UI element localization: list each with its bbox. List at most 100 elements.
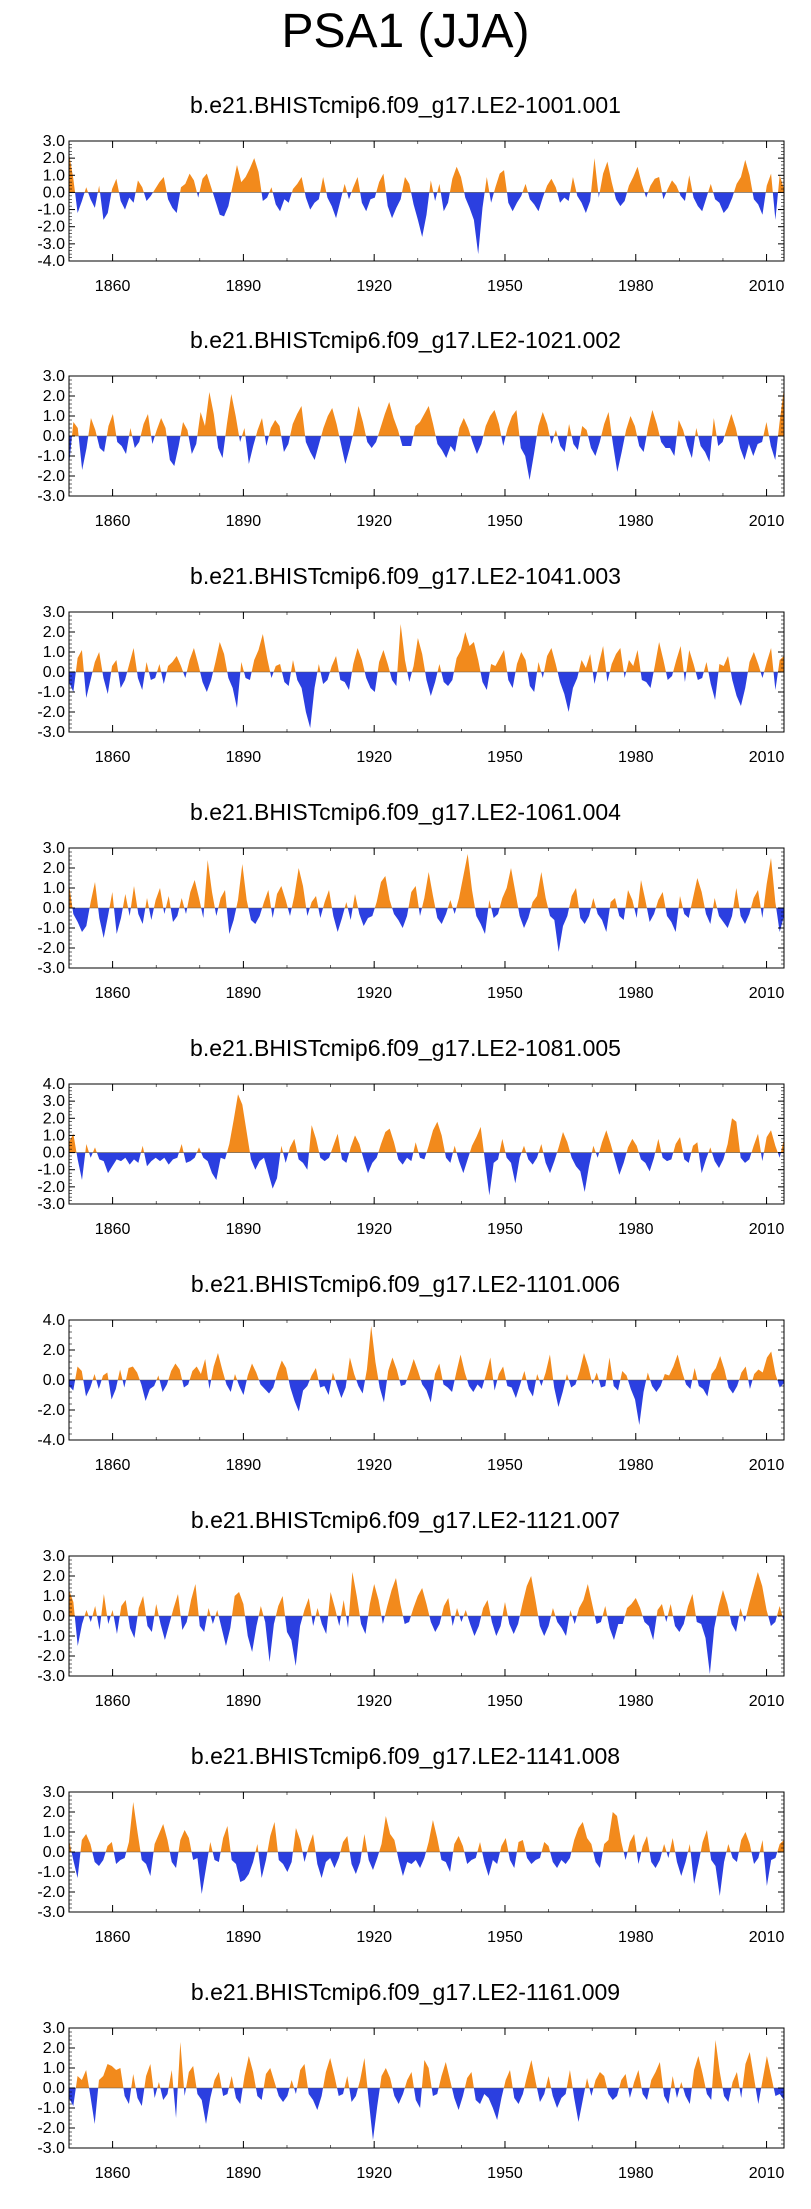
positive-area [69,388,784,436]
panel-4: b.e21.BHISTcmip6.f09_g17.LE2-1061.004 3.… [0,799,811,1029]
y-tick-label: -1.0 [37,2100,65,2117]
x-tick-label: 1860 [95,1221,131,1238]
y-tick-label: 2.0 [43,1568,65,1585]
panel-title: b.e21.BHISTcmip6.f09_g17.LE2-1001.001 [190,92,621,118]
positive-area [69,1572,784,1616]
x-tick-label: 1920 [356,1693,392,1710]
plot-frame [68,1083,785,1205]
timeseries-plot: 3.0 2.0 1.0 0.0 -1.0 -2.0 -3.0 1860 1890 1920 1950… [37,2020,785,2182]
y-tick-label: 1.0 [43,408,65,425]
negative-area [69,908,784,952]
y-tick-label: 2.0 [43,860,65,877]
y-tick-label: -2.0 [37,1179,65,1196]
panel-title: b.e21.BHISTcmip6.f09_g17.LE2-1081.005 [190,1035,621,1061]
y-tick-label: 1.0 [43,644,65,661]
x-tick-label: 1980 [618,749,654,766]
y-tick-label: 2.0 [43,1110,65,1127]
panel-title: b.e21.BHISTcmip6.f09_g17.LE2-1161.009 [190,1979,621,2005]
panel-1: b.e21.BHISTcmip6.f09_g17.LE2-1001.001 3.… [0,92,811,322]
y-tick-label: -1.0 [37,1628,65,1645]
y-tick-label: -3.0 [37,488,65,505]
y-tick-label: -2.0 [37,219,65,236]
x-tick-label: 1920 [356,749,392,766]
y-tick-label: -1.0 [37,1864,65,1881]
x-tick-label: 2010 [749,1221,785,1238]
y-tick-label: 0.0 [43,2080,65,2097]
positive-area [69,153,784,193]
timeseries-plot: 3.0 2.0 1.0 0.0 -1.0 -2.0 -3.0 1860 1890 1920 1950… [37,840,785,1002]
x-tick-label: 1890 [226,985,262,1002]
y-tick-label: -3.0 [37,236,65,253]
y-tick-label: 1.0 [43,880,65,897]
x-tick-label: 1980 [618,1221,654,1238]
x-tick-label: 1950 [487,985,523,1002]
x-tick-label: 1980 [618,985,654,1002]
x-tick-label: 1980 [618,513,654,530]
x-tick-label: 2010 [749,1693,785,1710]
negative-area [69,1616,784,1674]
y-tick-label: 1.0 [43,167,65,184]
panel-title: b.e21.BHISTcmip6.f09_g17.LE2-1121.007 [190,1507,621,1533]
y-tick-label: 1.0 [43,1127,65,1144]
y-tick-label: 2.0 [43,150,65,167]
y-tick-label: 0.0 [43,428,65,445]
panel-8: b.e21.BHISTcmip6.f09_g17.LE2-1141.008 3.… [0,1743,811,1973]
x-tick-label: 1920 [356,1221,392,1238]
timeseries-plot: 4.0 2.0 0.0 -2.0 -4.0 1860 1890 1920 1950 1980 201… [37,1312,785,1474]
x-tick-label: 1920 [356,1457,392,1474]
x-tick-label: 2010 [749,513,785,530]
x-tick-label: 1980 [618,1457,654,1474]
panel-title: b.e21.BHISTcmip6.f09_g17.LE2-1141.008 [190,1743,621,1769]
timeseries-plot: 3.0 2.0 1.0 0.0 -1.0 -2.0 -3.0 1860 1890 1920 1950… [37,368,785,530]
x-tick-label: 1860 [95,2165,131,2182]
y-tick-label: 0.0 [43,184,65,201]
y-tick-label: -3.0 [37,724,65,741]
y-tick-label: -1.0 [37,202,65,219]
x-tick-label: 1950 [487,1693,523,1710]
y-tick-label: 4.0 [43,1076,65,1093]
y-tick-label: -3.0 [37,2140,65,2157]
x-tick-label: 1890 [226,1221,262,1238]
timeseries-plot: 4.03.02.01.00.0-1.0-2.0-3.0 1860 1890 1920 1… [37,1076,785,1238]
x-tick-label: 1980 [618,278,654,295]
x-tick-label: 2010 [749,985,785,1002]
y-tick-label: 1.0 [43,1588,65,1605]
y-tick-label: 3.0 [43,604,65,621]
x-tick-label: 2010 [749,749,785,766]
x-tick-label: 1890 [226,1929,262,1946]
panel-5: b.e21.BHISTcmip6.f09_g17.LE2-1081.005 4.… [0,1035,811,1265]
y-tick-label: 0.0 [43,1608,65,1625]
negative-area [69,672,784,728]
timeseries-plot: 3.0 2.0 1.0 0.0 -1.0 -2.0 -3.0 1860 1890 1920 1950… [37,604,785,766]
y-tick-label: 3.0 [43,2020,65,2037]
y-tick-label: 0.0 [43,1145,65,1162]
x-tick-label: 1860 [95,985,131,1002]
y-tick-label: 3.0 [43,840,65,857]
y-tick-label: -1.0 [37,920,65,937]
timeseries-plot: 3.0 2.0 1.0 0.0 -1.0 -2.0 -3.0 1860 1890 1920 1950… [37,1784,785,1946]
x-tick-label: 1920 [356,2165,392,2182]
y-tick-label: 2.0 [43,624,65,641]
x-tick-label: 1860 [95,1457,131,1474]
y-tick-label: 0.0 [43,1844,65,1861]
y-tick-label: -2.0 [37,940,65,957]
x-tick-label: 1950 [487,749,523,766]
panel-title: b.e21.BHISTcmip6.f09_g17.LE2-1101.006 [190,1271,621,1297]
y-tick-label: 0.0 [43,900,65,917]
x-tick-label: 1950 [487,278,523,295]
x-tick-label: 1920 [356,513,392,530]
x-tick-label: 1890 [226,513,262,530]
y-tick-label: -4.0 [37,253,65,270]
x-tick-label: 1950 [487,513,523,530]
y-tick-label: -2.0 [37,2120,65,2137]
panel-3: b.e21.BHISTcmip6.f09_g17.LE2-1041.003 3.… [0,563,811,793]
timeseries-plot: 3.0 2.0 1.0 0.0 -1.0 -2.0 -3.0 1860 1890 1920 1950… [37,1548,785,1710]
positive-area [69,2040,784,2088]
x-tick-label: 1980 [618,1929,654,1946]
x-tick-label: 2010 [749,1929,785,1946]
positive-area [69,1802,784,1852]
y-tick-label: -3.0 [37,1904,65,1921]
negative-area [69,436,784,480]
x-tick-label: 1920 [356,1929,392,1946]
y-tick-label: -1.0 [37,1162,65,1179]
